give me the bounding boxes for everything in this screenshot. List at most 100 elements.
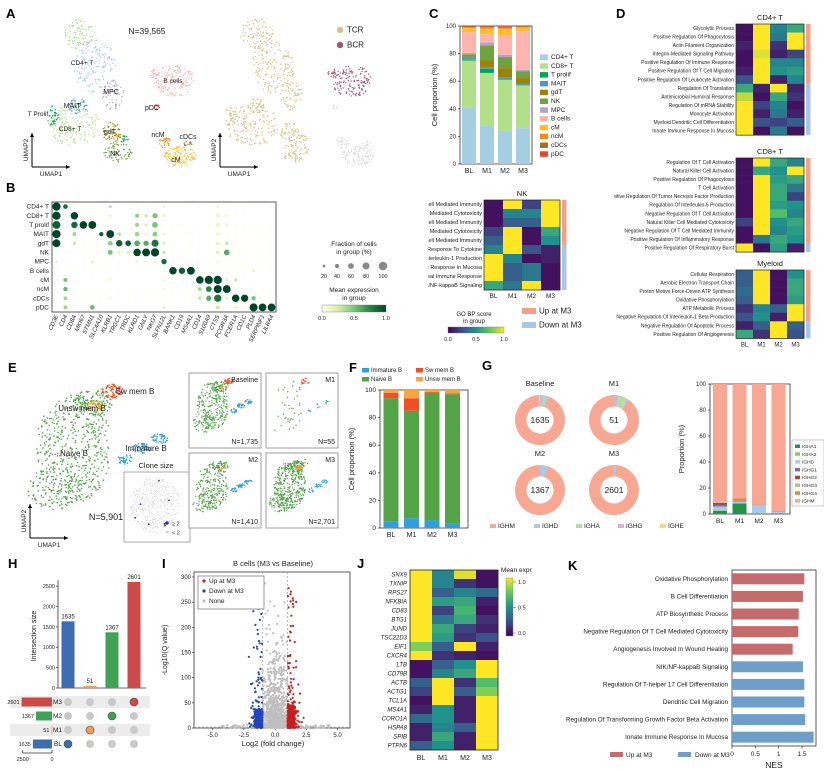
intersection-tick: 1500 bbox=[43, 625, 55, 631]
y-tick: 80 bbox=[449, 52, 456, 58]
pathway-label: ATP Biosynthetic Process bbox=[656, 611, 728, 618]
y-axis-label: Cell proportion (%) bbox=[430, 63, 439, 126]
timepoint-label: M2 bbox=[774, 342, 783, 348]
gene-column-label: CD3E bbox=[48, 313, 61, 331]
fraction-size-tick: 80 bbox=[363, 274, 369, 280]
go-term-label: Oxidative Phosphorylation bbox=[676, 298, 734, 304]
panel-label-c: C bbox=[429, 6, 439, 21]
volcano-y-label: -Log10(Q value) bbox=[162, 625, 169, 676]
celltype-row-label: MAIT bbox=[33, 231, 49, 238]
go-score-legend-title: GO BP score bbox=[456, 312, 492, 318]
go-score-legend-title: in group bbox=[463, 319, 485, 325]
volcano-legend-label: None bbox=[209, 598, 225, 605]
timepoint-label: M3 bbox=[791, 342, 800, 348]
mini-umap-title: M2 bbox=[248, 457, 258, 464]
y-tick: 40 bbox=[699, 460, 706, 466]
x-category-label: M1 bbox=[735, 518, 744, 525]
isotype-bar-legend-label: IGHA2 bbox=[802, 452, 817, 458]
isotype-legend-label: IGHE bbox=[668, 523, 685, 530]
panel-label-e: E bbox=[8, 360, 17, 375]
cluster-label: pDC bbox=[145, 105, 159, 112]
y-axis-label: Proportion (%) bbox=[677, 424, 686, 473]
mean-expr-legend-title: Mean expr. bbox=[501, 567, 532, 574]
timepoint-label: BL bbox=[741, 342, 749, 348]
cell-legend-label: cM bbox=[551, 124, 560, 131]
deg-gene-label: LTB bbox=[396, 663, 407, 669]
deg-gene-label: TCL1A bbox=[388, 699, 407, 705]
intersection-tick: 500 bbox=[46, 666, 55, 672]
cluster-label: CD8+ T bbox=[59, 126, 81, 133]
cluster-label: gdT bbox=[104, 129, 117, 136]
go-term-label: Natural Killer Cell Mediated Cytotoxicit… bbox=[428, 229, 482, 235]
heatmap-title: Myeloid bbox=[757, 259, 783, 268]
donut-count: 51 bbox=[609, 415, 619, 425]
deg-gene-label: NFKBIA bbox=[385, 600, 407, 606]
deg-gene-label: ACTG1 bbox=[386, 690, 407, 696]
cell-legend-label: cDCs bbox=[551, 142, 568, 149]
set-size-value: 2601 bbox=[7, 700, 19, 706]
set-row-label: M3 bbox=[53, 699, 62, 706]
y-tick: 80 bbox=[369, 415, 377, 422]
y-tick: 60 bbox=[699, 434, 706, 440]
intersection-value: 1367 bbox=[105, 625, 119, 631]
gene-column-label: CD4 bbox=[59, 314, 70, 328]
set-size-value: 51 bbox=[43, 728, 49, 734]
x-category-label: BL bbox=[465, 168, 474, 175]
expression-tick: 0.0 bbox=[318, 316, 326, 322]
go-term-label: Positive Regulation Of Tumor Necrosis Fa… bbox=[614, 194, 734, 200]
volcano-y-tick: 200 bbox=[181, 625, 192, 631]
x-category-label: BL bbox=[716, 518, 724, 525]
fraction-size-tick: 60 bbox=[348, 274, 354, 280]
timepoint-label: M1 bbox=[438, 755, 448, 762]
panel-g-isotypes: Baseline 1635 M1 51 M2 1367 M3 2601 IGHM IGHD IGHA… bbox=[478, 356, 824, 554]
go-term-label: ATP Metabolic Process bbox=[682, 306, 734, 312]
deg-gene-label: PTPN6 bbox=[388, 744, 408, 750]
volcano-y-tick: 300 bbox=[181, 575, 192, 581]
panel-i-volcano: B cells (M3 vs Baseline) -Log10(Q value) 0… bbox=[158, 556, 356, 770]
timepoint-label: M2 bbox=[460, 755, 470, 762]
cell-legend-label: gdT bbox=[551, 89, 562, 96]
celltype-row-label: CD8+ T bbox=[27, 213, 49, 220]
intersection-value: 1635 bbox=[61, 614, 75, 620]
volcano-x-tick: -5.0 bbox=[208, 733, 219, 739]
panel-f-bcell-proportion: Immature B Naive B Sw mem B Unsw mem B Cell … bbox=[346, 360, 476, 554]
go-term-label: Positive Regulation Of Respiratory Burst bbox=[645, 245, 735, 251]
go-term-label: Regulation Of T Cell Activation bbox=[666, 160, 734, 166]
go-term-label: Integrin-Mediated Signaling Pathway bbox=[653, 52, 735, 58]
volcano-y-tick: 100 bbox=[181, 676, 192, 682]
y-tick: 0 bbox=[703, 512, 707, 518]
deg-gene-label: SPIB bbox=[393, 735, 407, 741]
celltype-row-label: B cells bbox=[30, 268, 50, 275]
cell-legend-label: MPC bbox=[551, 107, 566, 114]
panel-label-b: B bbox=[6, 180, 16, 195]
volcano-y-tick: 0 bbox=[188, 726, 192, 732]
cluster-label: NK bbox=[110, 151, 120, 158]
panel-label-d: D bbox=[616, 6, 626, 21]
panel-label-a: A bbox=[6, 6, 16, 21]
set-axis-tick: 0 bbox=[50, 757, 53, 763]
timepoint-label: M1 bbox=[757, 342, 766, 348]
y-tick: 60 bbox=[369, 442, 377, 449]
x-category-label: M2 bbox=[754, 518, 763, 525]
clone-lt2-label: < 2 bbox=[172, 531, 180, 537]
x-category-label: M3 bbox=[774, 518, 783, 525]
isotype-bar-legend-label: IGHM bbox=[802, 499, 815, 505]
panel-j-deg-heatmap-chart: SNX9 TXNIP RPS27 NFKBIA CD83 BTG1 JUND TSC22D3 E… bbox=[381, 567, 534, 762]
umap1-axis-label: UMAP1 bbox=[228, 171, 251, 178]
vdj-legend-label: TCR bbox=[347, 26, 364, 35]
go-term-label: Regulation Of Interleukin-1 Production bbox=[428, 256, 482, 262]
panel-label-g: G bbox=[482, 358, 493, 373]
cluster-label: MPC bbox=[103, 89, 119, 96]
pathway-label: Angiogenesis Involved In Wound Healing bbox=[613, 646, 728, 653]
celltype-row-label: T prolif bbox=[29, 222, 49, 229]
isotype-legend-label: IGHD bbox=[542, 523, 559, 530]
panel-nk-go: T Cell Mediated Immunity Negative Regulat… bbox=[345, 182, 624, 362]
down-at-m3-label: Down at M3 bbox=[539, 321, 582, 330]
y-tick: 0 bbox=[372, 525, 376, 532]
deg-gene-label: HSPA8 bbox=[388, 726, 408, 732]
go-term-label: T Cell Activation bbox=[698, 186, 734, 192]
bcell-legend-label: Naive B bbox=[371, 377, 392, 383]
volcano-x-label: Log2 (fold change) bbox=[242, 739, 305, 748]
panel-b-dotplot-chart: CD4+ T CD8+ T T prolif MAIT gdT NK MPC B cells c… bbox=[27, 201, 390, 343]
donut-title: M1 bbox=[609, 379, 619, 388]
